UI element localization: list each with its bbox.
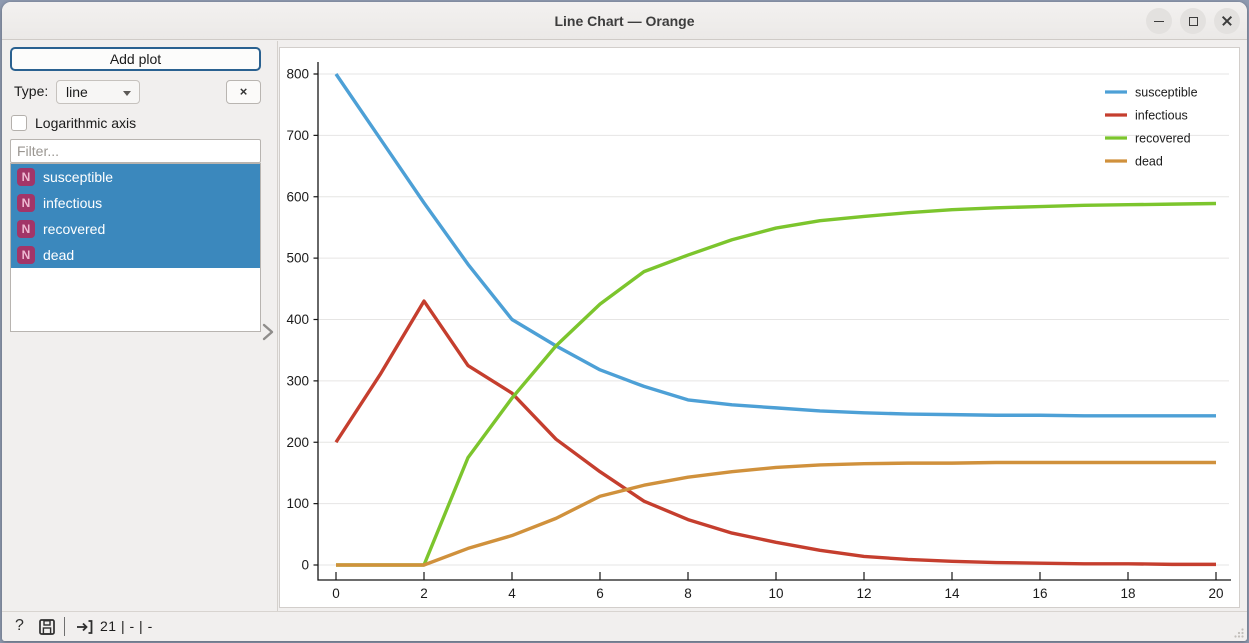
log-axis-checkbox[interactable]	[11, 115, 27, 131]
variable-name: susceptible	[43, 169, 114, 185]
controls-sidebar: Add plot Type: line × Logarithmic axis N…	[2, 41, 278, 611]
x-tick-label: 8	[684, 586, 692, 601]
maximize-button[interactable]	[1180, 8, 1206, 34]
series-recovered[interactable]	[336, 201, 1217, 567]
input-summary-text: 21 | - | -	[100, 618, 153, 634]
statusbar-divider	[64, 617, 65, 636]
x-tick-label: 2	[420, 586, 428, 601]
statusbar: ? 21 | - | -	[2, 611, 1247, 641]
window-title: Line Chart — Orange	[554, 13, 695, 29]
x-tick-label: 20	[1208, 586, 1223, 601]
series-dead[interactable]	[336, 460, 1216, 567]
y-tick-label: 600	[286, 189, 309, 204]
x-tick-label: 18	[1120, 586, 1135, 601]
plot-type-row: Type: line ×	[14, 80, 266, 104]
maximize-icon	[1188, 16, 1198, 26]
numeric-variable-icon: N	[17, 220, 35, 238]
remove-plot-button[interactable]: ×	[226, 80, 261, 104]
x-tick-label: 12	[856, 586, 871, 601]
x-tick-label: 16	[1032, 586, 1047, 601]
minimize-icon	[1154, 20, 1164, 23]
y-tick-label: 400	[286, 312, 309, 327]
legend-label: recovered	[1135, 132, 1191, 146]
legend-label: susceptible	[1135, 86, 1198, 100]
variable-name: recovered	[43, 221, 106, 237]
y-tick-label: 0	[301, 558, 309, 573]
minimize-button[interactable]	[1146, 8, 1172, 34]
chevron-down-icon	[123, 91, 131, 96]
axis-lines	[317, 62, 1231, 581]
resize-grip[interactable]	[1234, 628, 1244, 638]
type-label: Type:	[14, 83, 49, 99]
content-area: Add plot Type: line × Logarithmic axis N…	[2, 41, 1247, 611]
close-button[interactable]	[1214, 8, 1240, 34]
series-susceptible[interactable]	[334, 73, 1216, 418]
log-axis-label: Logarithmic axis	[35, 115, 137, 131]
window-controls	[1146, 8, 1240, 34]
save-report-icon[interactable]	[38, 618, 56, 636]
x-tick-label: 14	[944, 586, 960, 601]
variable-name: dead	[43, 247, 75, 263]
legend-label: infectious	[1135, 109, 1188, 123]
input-summary-icon	[77, 620, 93, 634]
filter-input[interactable]	[10, 139, 261, 163]
y-tick-label: 500	[286, 251, 309, 266]
numeric-variable-icon: N	[17, 168, 35, 186]
x-tick-label: 10	[768, 586, 783, 601]
splitter-chevron-icon[interactable]	[260, 320, 276, 344]
x-tick-label: 6	[596, 586, 604, 601]
help-icon[interactable]: ?	[15, 617, 24, 634]
x-tick-label: 4	[508, 586, 516, 601]
plot-type-select[interactable]: line	[56, 80, 140, 104]
chart-panel: 0 100 200 300 400 500 600 700 800 0 2 4 6 8 10 12 14 16 18…	[279, 47, 1240, 608]
line-chart[interactable]: 0 100 200 300 400 500 600 700 800 0 2 4 6 8 10 12 14 16 18…	[280, 48, 1238, 609]
y-tick-label: 200	[286, 435, 309, 450]
legend-label: dead	[1135, 155, 1163, 169]
plot-type-value: line	[66, 84, 88, 100]
add-plot-button[interactable]: Add plot	[10, 47, 261, 71]
numeric-variable-icon: N	[17, 246, 35, 264]
y-tick-label: 800	[286, 67, 309, 82]
numeric-variable-icon: N	[17, 194, 35, 212]
variable-name: infectious	[43, 195, 103, 211]
series-infectious[interactable]	[334, 299, 1216, 567]
y-tick-label: 100	[286, 496, 309, 511]
x-tick-label: 0	[332, 586, 340, 601]
y-tick-label: 300	[286, 373, 309, 388]
y-tick-label: 700	[286, 128, 309, 143]
titlebar[interactable]: Line Chart — Orange	[2, 2, 1247, 40]
